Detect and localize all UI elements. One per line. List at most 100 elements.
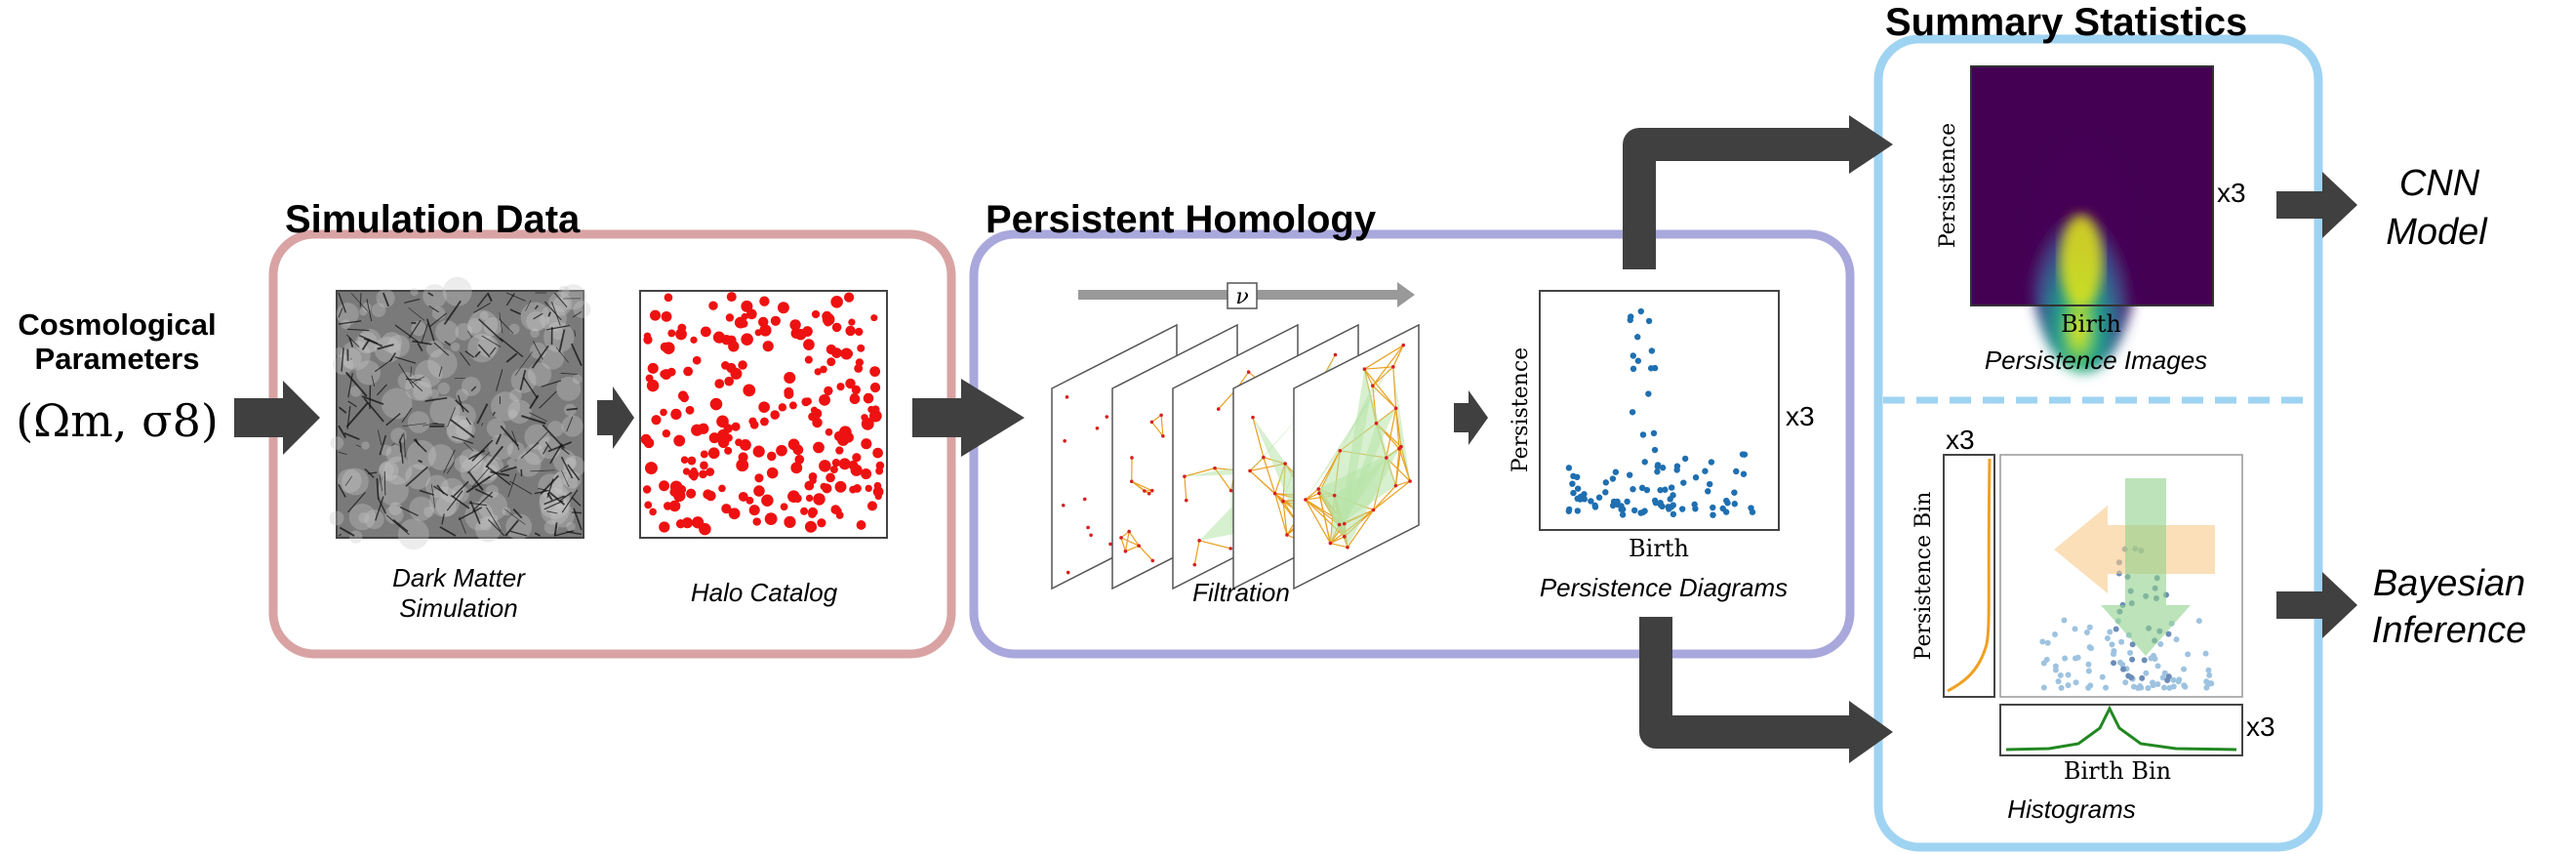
dm-filament: [424, 396, 448, 402]
dm-filament: [438, 366, 443, 377]
dm-void: [341, 319, 351, 330]
halo-point: [644, 462, 658, 475]
halo-point: [748, 505, 760, 516]
halo-point: [759, 296, 770, 306]
halo-point: [780, 503, 788, 511]
dm-void: [460, 456, 489, 486]
dm-filament: [347, 373, 353, 398]
scatter-point: [2139, 674, 2146, 681]
dm-filament: [471, 439, 494, 462]
halo-point: [649, 508, 657, 516]
dm-filament: [426, 318, 435, 342]
diagram-point: [1733, 468, 1740, 475]
scatter-point: [2161, 670, 2168, 676]
dm-filament: [371, 375, 376, 387]
diagram-point: [1609, 475, 1617, 482]
persistent-homology-title: Persistent Homology: [986, 198, 1377, 241]
dm-filament: [377, 344, 394, 350]
scatter-point: [2195, 618, 2202, 625]
halo-point: [690, 467, 698, 475]
filtration-simplex: [1330, 458, 1387, 544]
dm-void: [329, 510, 344, 526]
filtration-node: [1333, 352, 1338, 357]
scatter-point: [2206, 671, 2213, 678]
dm-filament: [551, 302, 561, 326]
dm-filament: [567, 464, 581, 481]
halo-point: [866, 501, 877, 511]
dm-filament: [338, 533, 342, 537]
dm-void: [523, 443, 545, 466]
dm-filament: [560, 373, 578, 375]
dm-filament: [571, 511, 583, 514]
halo-point: [861, 438, 872, 450]
dm-filament: [338, 292, 347, 313]
halo-point: [651, 415, 662, 426]
halo-point: [788, 401, 797, 410]
dm-filament: [531, 345, 549, 369]
dm-filament: [509, 530, 528, 537]
dm-filament: [338, 483, 346, 498]
dm-void: [479, 310, 489, 320]
filtration-edge: [1274, 493, 1288, 536]
dm-filament: [507, 473, 517, 498]
diagram-point: [1626, 471, 1633, 478]
diagram-point: [1648, 347, 1656, 354]
dm-filament: [558, 329, 566, 353]
halo-point: [724, 376, 734, 386]
dm-void: [561, 415, 584, 437]
dm-filament: [405, 466, 428, 487]
filtration-node: [1401, 343, 1406, 347]
image-multiplier: x3: [2217, 178, 2246, 208]
dm-void: [330, 436, 344, 450]
dm-filament: [499, 318, 514, 334]
scatter-point: [2141, 657, 2148, 664]
scatter-point: [2145, 684, 2152, 691]
halo-point: [708, 301, 718, 310]
dm-filament: [490, 470, 510, 477]
dm-filament: [464, 350, 475, 358]
dm-filament: [560, 456, 574, 479]
filtration-node: [1150, 558, 1155, 563]
scatter-point: [2185, 651, 2192, 658]
halo-point: [725, 313, 735, 322]
scatter-point: [2181, 682, 2188, 689]
diagram-point: [1628, 313, 1634, 320]
filtration-edge: [1150, 421, 1164, 437]
histogram-scatter: [1999, 454, 2243, 698]
halo-point: [790, 462, 803, 474]
filtration-node: [1213, 466, 1217, 470]
halo-point: [835, 510, 844, 519]
dm-filament: [476, 403, 489, 425]
dm-filament: [378, 498, 387, 514]
dm-filament: [512, 508, 523, 519]
dm-filament: [454, 378, 465, 380]
dm-filament: [476, 294, 488, 307]
diagram-point: [1680, 479, 1687, 486]
dm-void: [527, 362, 552, 386]
dm-void: [349, 530, 363, 544]
filtration-node: [1251, 415, 1255, 420]
halo-point: [817, 518, 826, 528]
halo-point: [675, 519, 686, 529]
filtration-edge: [1386, 408, 1397, 459]
arrow-dm-to-halo: [597, 386, 634, 449]
diagram-point: [1731, 501, 1738, 508]
scatter-point: [2151, 652, 2157, 659]
diagram-point: [1670, 492, 1676, 499]
dm-filament: [571, 496, 582, 507]
filtration-edge: [1394, 446, 1402, 486]
scatter-point: [2044, 639, 2051, 646]
dm-void: [452, 403, 476, 428]
dm-filament: [363, 397, 384, 423]
filtration-node: [1089, 533, 1093, 538]
dm-filament: [485, 445, 504, 468]
halo-point: [808, 509, 817, 518]
halo-point: [726, 362, 737, 374]
halo-point: [760, 417, 769, 427]
dm-filament: [346, 328, 370, 332]
dark-matter-image: [329, 276, 591, 550]
filtration-node: [1129, 479, 1134, 484]
dm-filament: [403, 432, 406, 458]
filtration-edge: [1392, 366, 1397, 409]
dm-filament: [505, 352, 518, 363]
